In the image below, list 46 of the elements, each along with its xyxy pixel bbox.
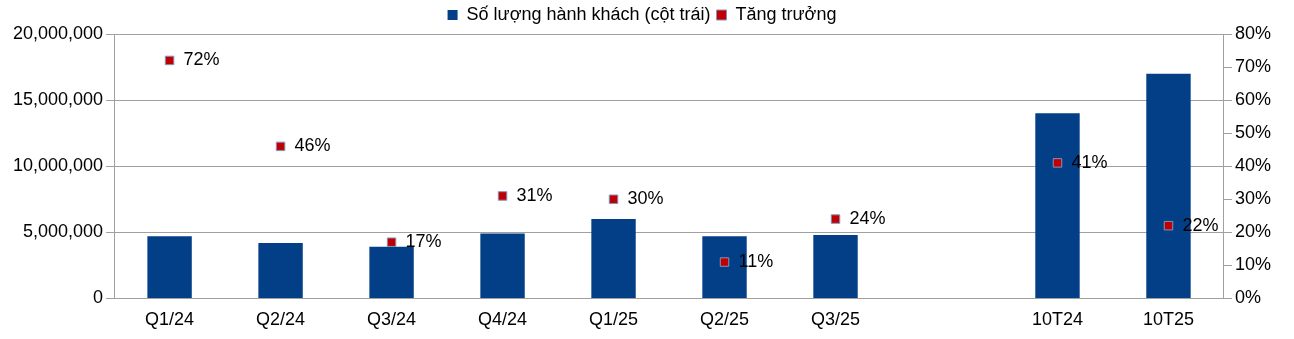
data-label: 46% [294,135,331,156]
bar [147,236,192,298]
y-tick-label: 10,000,000 [12,155,104,176]
data-label: 24% [849,208,886,229]
data-label: 31% [516,184,553,205]
x-tick-label: Q2/24 [256,309,306,330]
y-tick-label: 0 [93,287,104,308]
point [719,257,730,267]
x-tick-label: 10T25 [1142,309,1194,330]
x-tick-label: 10T24 [1031,309,1084,330]
point [164,55,175,66]
y2-tick-label: 40% [1234,155,1271,176]
x-tick-label: Q2/25 [700,309,750,330]
y2-tick-label: 80% [1234,22,1271,43]
point [1163,220,1174,231]
y2-tick-label: 60% [1234,89,1271,110]
bar [591,219,636,298]
x-tick-label: Q1/25 [589,309,639,330]
y2-tick-label: 50% [1234,122,1271,143]
point [1052,158,1063,168]
data-label: 30% [627,188,664,209]
x-tick-label: Q3/25 [810,309,861,330]
x-tick-label: Q4/24 [478,309,528,330]
legend-label: Tăng trưởng [735,3,837,24]
bar [258,242,303,298]
point [497,191,508,201]
bar [480,233,525,298]
y2-tick-label: 20% [1234,221,1271,242]
data-label: 72% [183,49,220,70]
y2-tick-label: 10% [1234,254,1271,275]
point [275,141,286,152]
y2-tick-label: 70% [1234,56,1271,77]
point [608,194,619,204]
bar [369,246,414,298]
y-tick-label: 15,000,000 [12,89,104,110]
x-tick-label: Q1/24 [145,309,195,330]
y2-tick-label: 0% [1234,287,1261,308]
legend-label: Số lượng hành khách (cột trái) [466,3,711,24]
y2-tick-label: 30% [1234,188,1271,209]
point [386,237,397,247]
data-label: 17% [405,231,442,252]
y-tick-label: 20,000,000 [12,22,104,43]
point [830,214,841,224]
y-tick-label: 5,000,000 [23,221,104,242]
x-tick-label: Q3/24 [367,309,417,330]
bar [813,234,858,298]
